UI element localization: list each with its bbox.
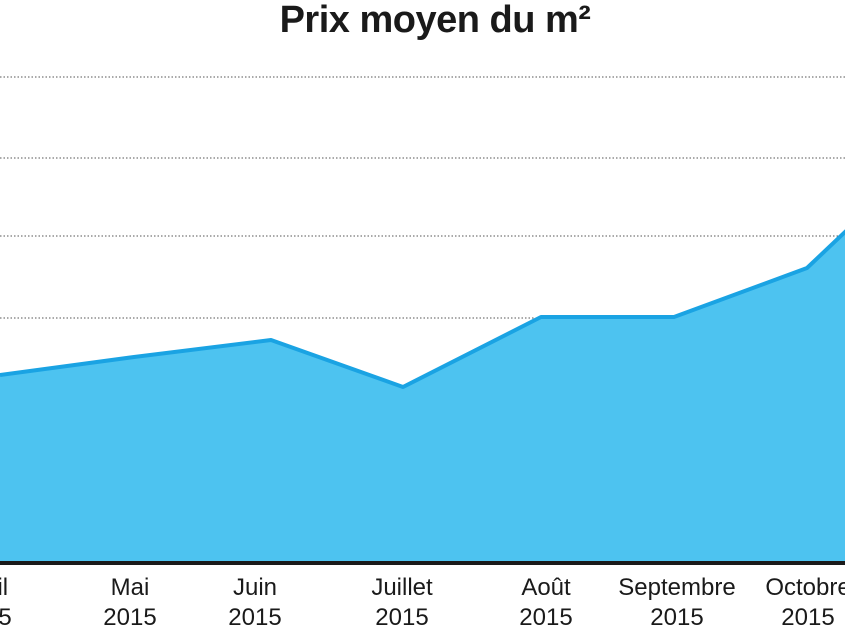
x-tick-label-year: 2015: [650, 604, 703, 627]
x-tick-label-month: Septembre: [618, 574, 735, 601]
series-line: [0, 229, 845, 389]
x-tick-label-month: Octobre: [765, 574, 845, 601]
x-tick-label-month: Avril: [0, 574, 8, 601]
x-tick-label-year: 2015: [103, 604, 156, 627]
x-tick-label-month: Août: [521, 574, 571, 601]
chart-title: Prix moyen du m²: [279, 0, 591, 41]
x-tick-label-year: 2015: [0, 604, 12, 627]
x-tick-label-year: 2015: [781, 604, 834, 627]
x-tick-label-year: 2015: [228, 604, 281, 627]
x-tick-label-month: Mai: [111, 574, 150, 601]
area-fill: [0, 232, 845, 562]
x-tick-label-month: Juillet: [371, 574, 433, 601]
x-tick-label-year: 2015: [519, 604, 572, 627]
x-tick-label-month: Juin: [233, 574, 277, 601]
x-tick-label-year: 2015: [375, 604, 428, 627]
